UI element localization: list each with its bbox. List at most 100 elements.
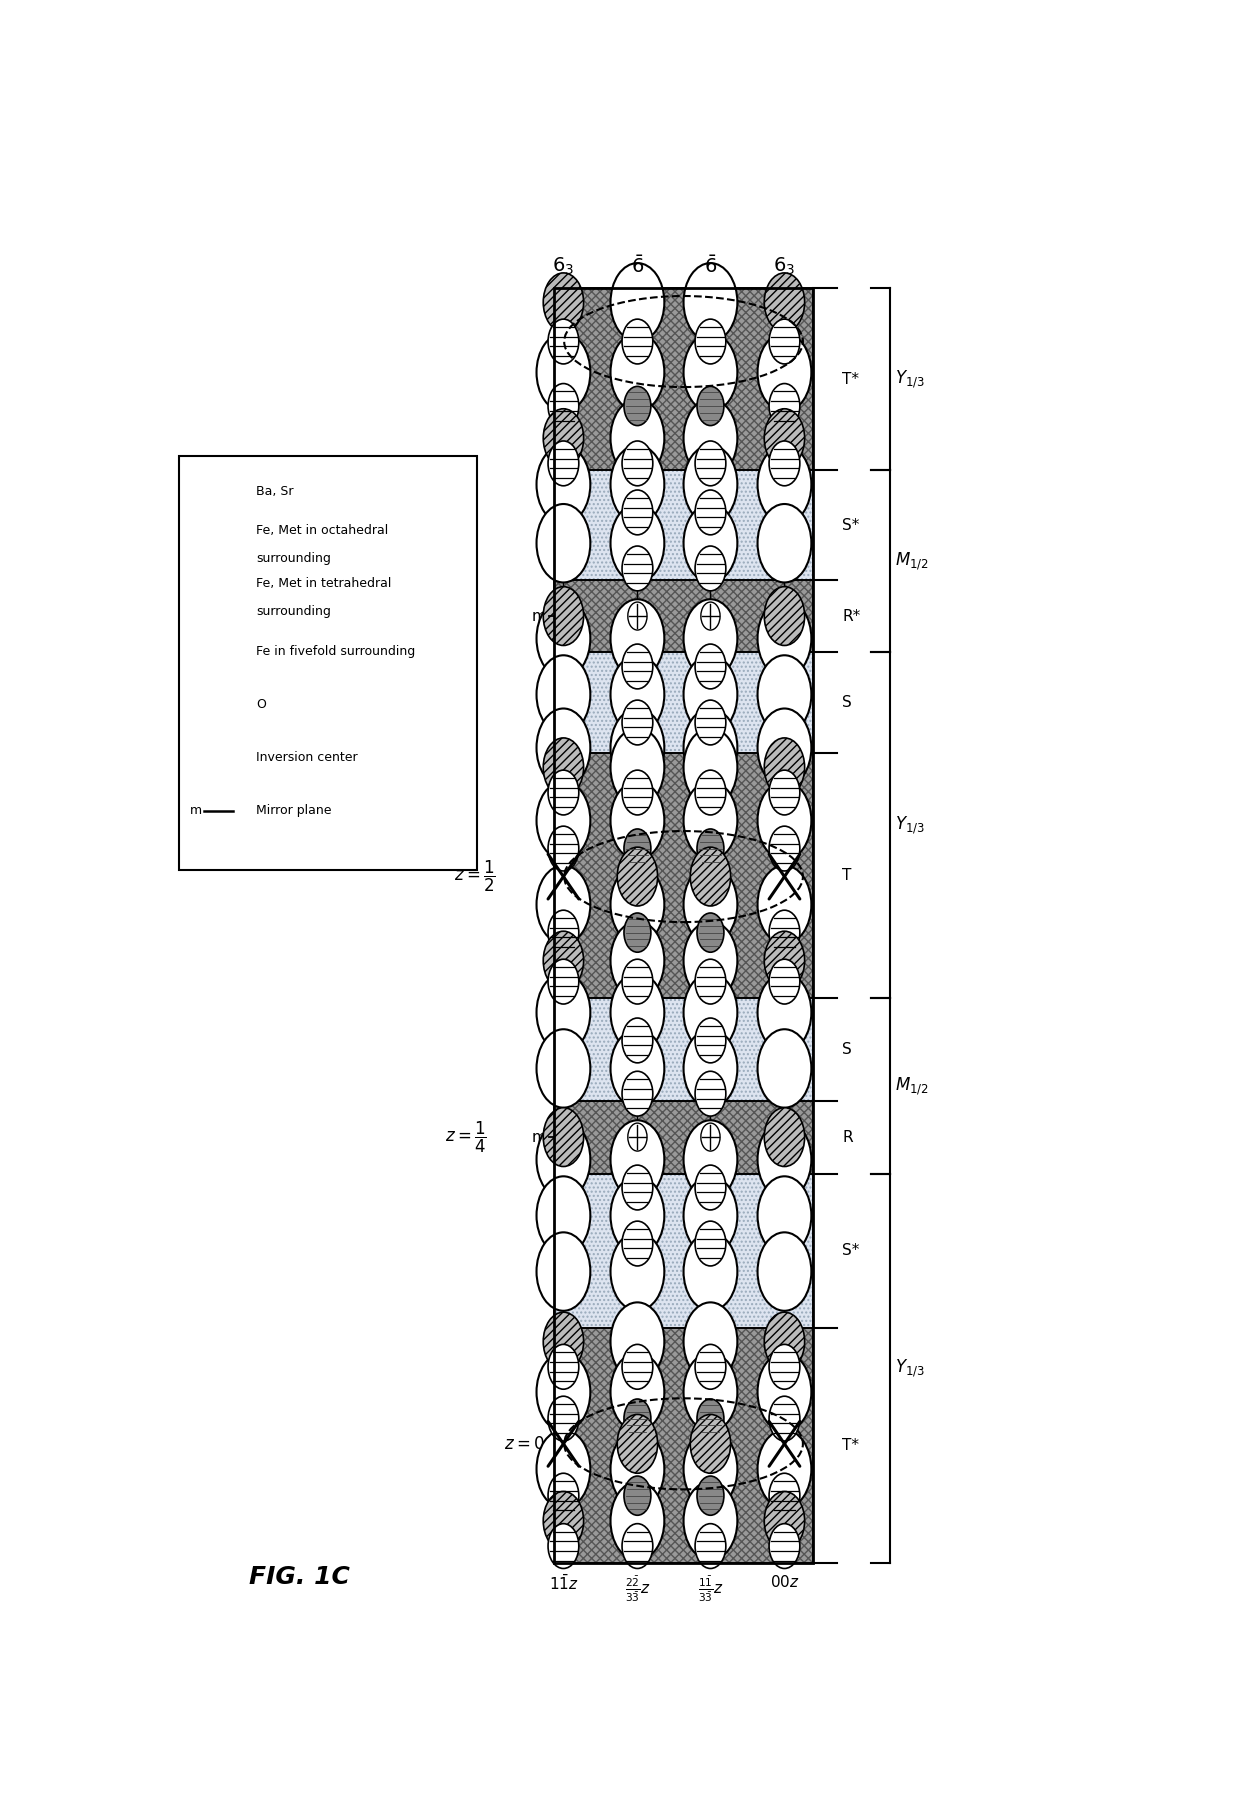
Circle shape: [610, 1231, 665, 1311]
Circle shape: [622, 1166, 652, 1210]
Bar: [554, 1100, 813, 1173]
Circle shape: [610, 598, 665, 678]
Text: T*: T*: [842, 371, 859, 387]
Text: Fe, Met in tetrahedral: Fe, Met in tetrahedral: [255, 577, 392, 591]
Bar: [554, 471, 813, 580]
Circle shape: [610, 1430, 665, 1508]
Bar: [554, 287, 813, 471]
Circle shape: [769, 1524, 800, 1568]
Text: S*: S*: [842, 518, 859, 533]
Circle shape: [610, 398, 665, 477]
Text: Inversion center: Inversion center: [255, 751, 357, 764]
Circle shape: [683, 708, 738, 788]
Text: Mirror plane: Mirror plane: [255, 804, 331, 817]
Circle shape: [683, 728, 738, 806]
Circle shape: [769, 318, 800, 364]
Circle shape: [622, 769, 652, 815]
Circle shape: [696, 1071, 725, 1117]
Bar: [554, 753, 813, 999]
Circle shape: [769, 959, 800, 1004]
Circle shape: [696, 959, 725, 1004]
Circle shape: [683, 1482, 738, 1561]
Circle shape: [683, 446, 738, 524]
Text: $Y_{1/3}$: $Y_{1/3}$: [895, 815, 925, 837]
Circle shape: [203, 580, 228, 617]
Bar: [554, 1328, 813, 1563]
Circle shape: [610, 446, 665, 524]
Text: m: m: [531, 1130, 546, 1144]
Circle shape: [543, 588, 584, 646]
Circle shape: [537, 708, 590, 788]
Bar: [554, 580, 813, 653]
Text: $6_3$: $6_3$: [774, 256, 796, 276]
Circle shape: [537, 1177, 590, 1255]
Circle shape: [610, 333, 665, 411]
Text: $\bar{6}$: $\bar{6}$: [704, 255, 717, 276]
Circle shape: [543, 931, 584, 990]
Circle shape: [683, 1302, 738, 1381]
Circle shape: [622, 959, 652, 1004]
Bar: [554, 1173, 813, 1328]
Circle shape: [696, 318, 725, 364]
Text: surrounding: surrounding: [255, 553, 331, 566]
Circle shape: [543, 1492, 584, 1550]
Circle shape: [696, 489, 725, 535]
Circle shape: [758, 973, 811, 1051]
Circle shape: [548, 1524, 579, 1568]
Text: $Y_{1/3}$: $Y_{1/3}$: [895, 369, 925, 389]
Bar: [554, 1100, 813, 1173]
Text: T*: T*: [842, 1437, 859, 1453]
Circle shape: [769, 769, 800, 815]
Circle shape: [622, 440, 652, 486]
Circle shape: [683, 973, 738, 1051]
Circle shape: [758, 1177, 811, 1255]
Text: $6_3$: $6_3$: [552, 256, 574, 276]
Circle shape: [622, 318, 652, 364]
Circle shape: [758, 446, 811, 524]
Circle shape: [769, 826, 800, 871]
Circle shape: [769, 1473, 800, 1519]
Circle shape: [610, 782, 665, 860]
Circle shape: [683, 1231, 738, 1311]
Circle shape: [622, 1221, 652, 1266]
Circle shape: [758, 333, 811, 411]
Circle shape: [610, 728, 665, 806]
Circle shape: [769, 910, 800, 955]
Text: R: R: [842, 1130, 853, 1144]
Circle shape: [543, 739, 584, 797]
Circle shape: [764, 1108, 805, 1166]
Circle shape: [543, 1108, 584, 1166]
Bar: [554, 1173, 813, 1328]
Circle shape: [627, 602, 647, 629]
Circle shape: [548, 769, 579, 815]
Circle shape: [758, 1353, 811, 1432]
Circle shape: [202, 526, 229, 564]
Circle shape: [537, 1231, 590, 1311]
Text: $\frac{1\bar{1}}{3\bar{3}}z$: $\frac{1\bar{1}}{3\bar{3}}z$: [698, 1573, 723, 1604]
Circle shape: [548, 826, 579, 871]
Circle shape: [622, 1524, 652, 1568]
Circle shape: [610, 1482, 665, 1561]
Text: $z = \dfrac{1}{2}$: $z = \dfrac{1}{2}$: [454, 859, 496, 895]
Text: $\bar{6}$: $\bar{6}$: [631, 255, 644, 276]
Circle shape: [610, 1121, 665, 1199]
Circle shape: [610, 655, 665, 733]
Circle shape: [683, 866, 738, 944]
Circle shape: [543, 273, 584, 331]
Circle shape: [537, 655, 590, 733]
Bar: [554, 580, 813, 653]
Circle shape: [548, 384, 579, 429]
Text: $00z$: $00z$: [770, 1573, 800, 1590]
Circle shape: [696, 700, 725, 746]
Circle shape: [758, 708, 811, 788]
Bar: [554, 580, 813, 653]
Bar: [554, 653, 813, 753]
Text: Fe in fivefold surrounding: Fe in fivefold surrounding: [255, 644, 415, 658]
Circle shape: [537, 782, 590, 860]
Circle shape: [537, 866, 590, 944]
Circle shape: [683, 333, 738, 411]
Text: Fe, Met in octahedral: Fe, Met in octahedral: [255, 524, 388, 537]
Text: S: S: [842, 1042, 852, 1057]
Circle shape: [624, 386, 651, 426]
Text: S*: S*: [842, 1242, 859, 1259]
